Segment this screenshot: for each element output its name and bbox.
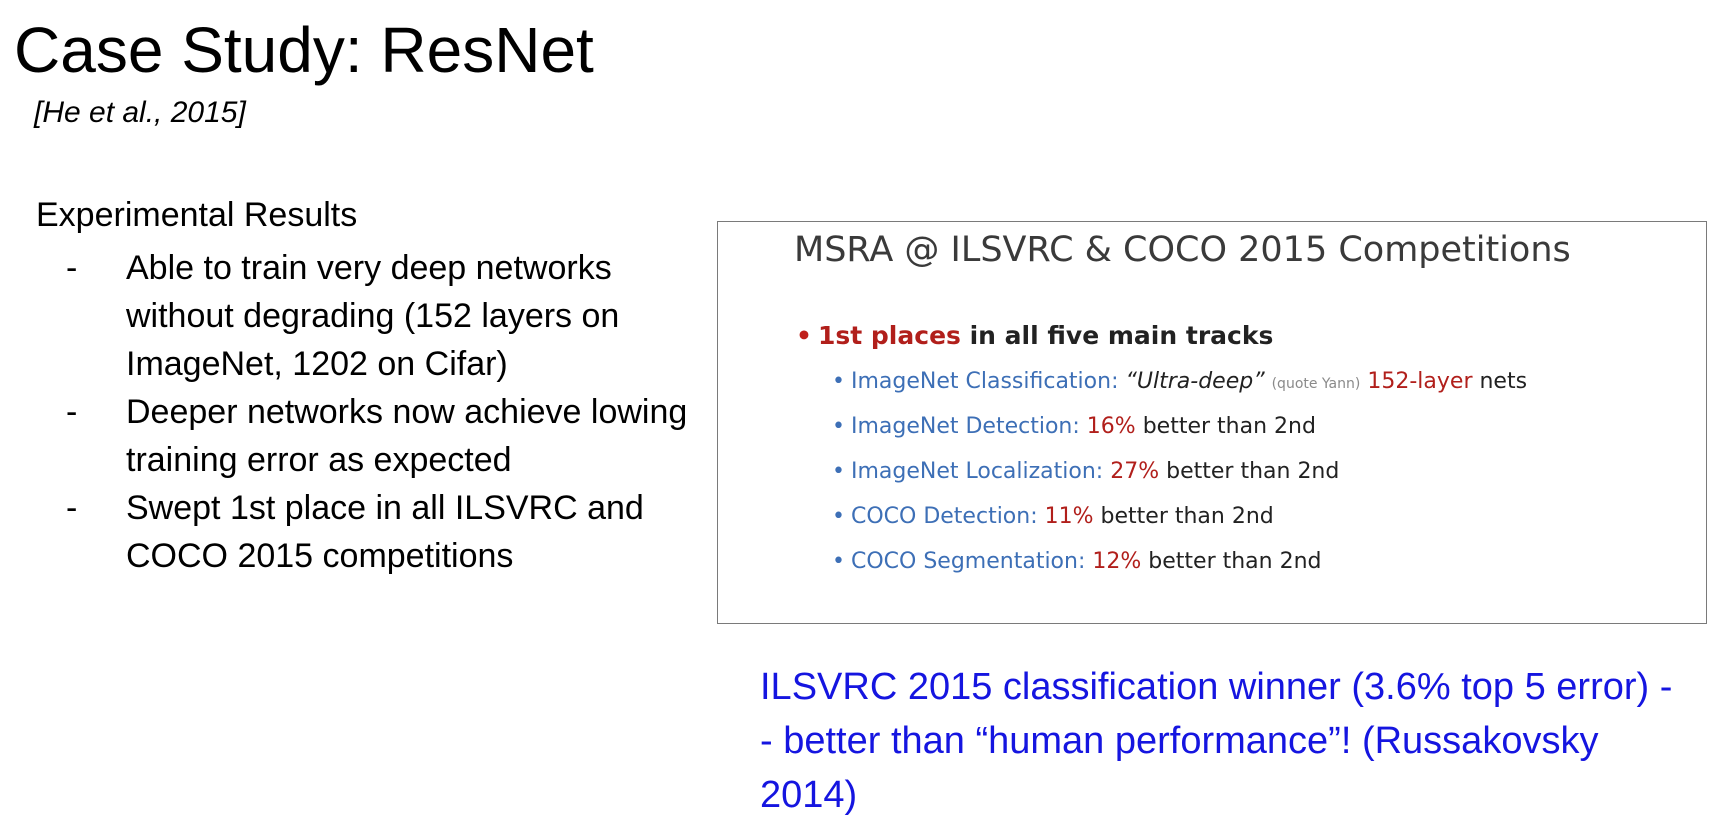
list-item: - Deeper networks now achieve lowing tra… <box>56 388 696 484</box>
bullet-text: Swept 1st place in all ILSVRC and COCO 2… <box>126 489 644 575</box>
bullet-dash: - <box>66 393 78 431</box>
track-name: COCO Detection: <box>850 504 1038 529</box>
track-name: ImageNet Detection: <box>850 414 1080 439</box>
list-item: - Swept 1st place in all ILSVRC and COCO… <box>56 484 696 580</box>
bullet-dot-icon: • <box>832 459 845 484</box>
bullet-dot-icon: • <box>832 504 845 529</box>
bullet-text: Able to train very deep networks without… <box>126 249 620 383</box>
bullet-dash: - <box>66 489 78 527</box>
track-name: ImageNet Classification: <box>850 369 1119 394</box>
main-tracks-line: • 1st places in all five main tracks <box>796 321 1273 350</box>
track-value: 16% <box>1086 414 1136 439</box>
track-rest: better than 2nd <box>1148 549 1322 574</box>
track-rest: better than 2nd <box>1142 414 1316 439</box>
results-list: - Able to train very deep networks witho… <box>56 244 696 580</box>
track-value: 27% <box>1110 459 1160 484</box>
list-item: - Able to train very deep networks witho… <box>56 244 696 388</box>
track-value: 152-layer <box>1367 369 1473 394</box>
track-item: • ImageNet Localization: 27% better than … <box>832 459 1527 504</box>
main-highlight: 1st places <box>817 321 961 350</box>
track-rest: nets <box>1479 369 1528 394</box>
competition-results-figure: MSRA @ ILSVRC & COCO 2015 Competitions •… <box>717 221 1707 624</box>
track-value: 12% <box>1092 549 1142 574</box>
track-item: • COCO Segmentation: 12% better than 2nd <box>832 549 1527 594</box>
main-rest: in all five main tracks <box>960 321 1274 350</box>
track-rest: better than 2nd <box>1166 459 1340 484</box>
track-item: • ImageNet Classification: “Ultra-deep” (… <box>832 369 1527 414</box>
bullet-dash: - <box>66 249 78 287</box>
slide-title: Case Study: ResNet <box>14 14 594 86</box>
track-rest: better than 2nd <box>1100 504 1274 529</box>
track-item: • ImageNet Detection: 16% better than 2nd <box>832 414 1527 459</box>
tracks-list: • ImageNet Classification: “Ultra-deep” (… <box>832 369 1527 594</box>
winner-caption: ILSVRC 2015 classification winner (3.6% … <box>760 666 1673 816</box>
track-name: ImageNet Localization: <box>850 459 1104 484</box>
bullet-dot-icon: • <box>832 549 845 574</box>
track-item: • COCO Detection: 11% better than 2nd <box>832 504 1527 549</box>
bullet-dot-icon: • <box>796 321 812 350</box>
track-value: 11% <box>1044 504 1094 529</box>
citation: [He et al., 2015] <box>34 96 246 129</box>
bullet-dot-icon: • <box>832 369 845 394</box>
bullet-dot-icon: • <box>832 414 845 439</box>
track-note: (quote Yann) <box>1271 376 1361 392</box>
figure-title: MSRA @ ILSVRC & COCO 2015 Competitions <box>794 230 1571 270</box>
bullet-text: Deeper networks now achieve lowing train… <box>126 393 688 479</box>
track-quote: “Ultra-deep” <box>1125 369 1265 394</box>
track-name: COCO Segmentation: <box>850 549 1086 574</box>
section-heading: Experimental Results <box>36 196 358 234</box>
